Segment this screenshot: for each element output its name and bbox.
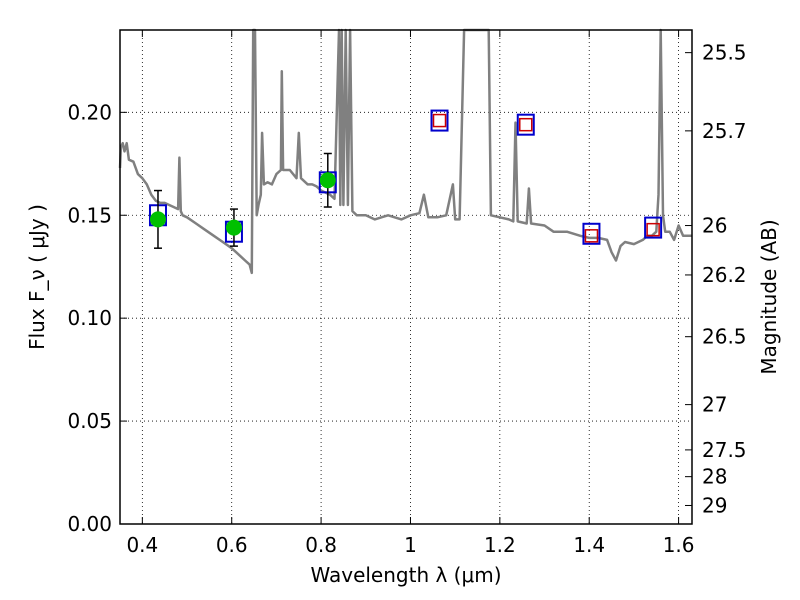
x-axis-title: Wavelength λ (μm) (310, 563, 501, 587)
observed-point (149, 211, 166, 228)
right-tick-label: 26.2 (702, 263, 747, 287)
right-tick-label: 25.5 (702, 41, 747, 65)
y-axis-title: Flux F_ν ( μJy ) (25, 204, 49, 350)
y-tick-label: 0.05 (67, 409, 112, 433)
observed-point (319, 172, 336, 189)
y-tick-label: 0.10 (67, 306, 112, 330)
right-tick-label: 28 (702, 465, 727, 489)
predicted-square (519, 117, 533, 132)
spectrum-line (118, 28, 692, 275)
right-axis-title: Magnitude (AB) (757, 219, 781, 374)
y-tick-label: 0.00 (67, 512, 112, 536)
grid-lines (120, 30, 692, 525)
y-tick-label: 0.15 (67, 203, 112, 227)
right-tick-label: 27.5 (702, 438, 747, 462)
x-tick-label: 1.2 (484, 533, 516, 557)
right-tick-label: 26 (702, 214, 727, 238)
model-photometry-square (430, 109, 449, 132)
model-photometry-square (582, 222, 601, 245)
right-tick-label: 26.5 (702, 325, 747, 349)
right-tick-label: 29 (702, 493, 727, 517)
right-tick-label: 27 (702, 393, 727, 417)
predicted-square (646, 222, 660, 237)
model-spectrum (118, 28, 692, 275)
photometry-markers (148, 109, 663, 249)
right-tick-label: 25.7 (702, 119, 747, 143)
x-tick-label: 1.4 (573, 533, 605, 557)
model-photometry-square (516, 113, 535, 136)
predicted-square (432, 113, 447, 128)
observed-point (225, 219, 242, 236)
model-photometry-square (644, 216, 663, 239)
axis-ticks: 0.4 0.6 0.8 1 1.2 1.4 1.6 0.00 0.05 0.10 0.15 0.20 2… (67, 30, 747, 557)
x-tick-label: 0.8 (305, 533, 337, 557)
predicted-square (584, 229, 599, 243)
x-tick-label: 0.4 (126, 533, 158, 557)
x-tick-label: 0.6 (216, 533, 248, 557)
y-tick-label: 0.20 (67, 100, 112, 124)
plot-frame (119, 29, 693, 525)
x-tick-label: 1.6 (663, 533, 695, 557)
x-tick-label: 1 (404, 533, 417, 557)
